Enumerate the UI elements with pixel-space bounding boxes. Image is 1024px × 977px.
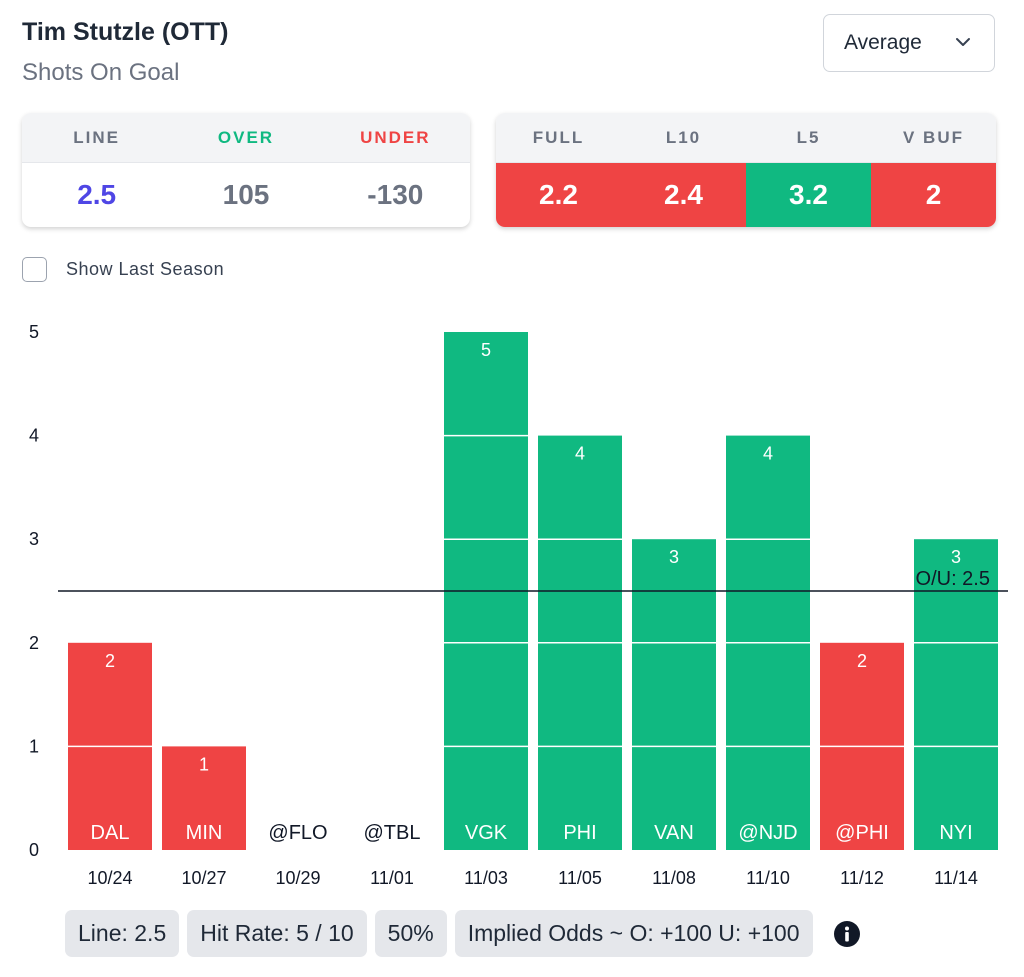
summary-footer: Line: 2.5 Hit Rate: 5 / 10 50% Implied O… <box>65 910 861 957</box>
l10-header: L10 <box>665 127 702 147</box>
dropdown-value: Average <box>844 31 922 54</box>
vs-opponent-average-value: 2 <box>871 163 996 227</box>
line-header: LINE <box>73 127 121 147</box>
over-header: OVER <box>217 127 275 147</box>
stat-name: Shots On Goal <box>22 59 180 86</box>
x-tick-label: 11/03 <box>464 868 508 888</box>
opponent-label: @NJD <box>738 822 797 844</box>
x-tick-label: 11/10 <box>746 868 790 888</box>
x-tick-label: 11/14 <box>934 868 978 888</box>
opponent-label: VAN <box>654 822 694 844</box>
x-tick-label: 11/05 <box>558 868 602 888</box>
full-average-value: 2.2 <box>496 163 621 227</box>
bar-value-label: 3 <box>951 547 961 567</box>
bar-value-label: 2 <box>105 651 115 671</box>
x-tick-label: 11/01 <box>370 868 414 888</box>
chevron-down-icon <box>956 38 970 46</box>
info-icon[interactable] <box>833 920 861 948</box>
bar-value-label: 5 <box>481 340 491 360</box>
x-tick-label: 10/27 <box>181 868 226 888</box>
y-tick-label: 2 <box>29 633 39 653</box>
l5-header: L5 <box>796 127 821 147</box>
show-last-season-toggle[interactable]: Show Last Season <box>22 257 224 282</box>
hit-percent-pill: 50% <box>374 910 447 957</box>
x-tick-label: 10/24 <box>87 868 132 888</box>
opponent-label: PHI <box>563 822 596 844</box>
shots-bar-chart: 0 1 2 3 4 5 2 DAL 10/24 1 MIN 10/27 @FLO 10/29 @TBL 11/… <box>29 322 1008 888</box>
full-header: FULL <box>532 127 585 147</box>
hit-rate-pill: Hit Rate: 5 / 10 <box>187 910 367 957</box>
bar[interactable] <box>632 539 716 850</box>
bar-value-label: 2 <box>857 651 867 671</box>
y-tick-label: 5 <box>29 322 39 342</box>
bar-value-label: 1 <box>199 754 209 774</box>
under-value: -130 <box>367 179 424 210</box>
l10-average-value: 2.4 <box>621 163 746 227</box>
l5-average-value: 3.2 <box>746 163 871 227</box>
toggle-label: Show Last Season <box>66 259 225 279</box>
x-tick-label: 11/12 <box>840 868 884 888</box>
opponent-label: NYI <box>939 822 972 844</box>
checkbox[interactable] <box>22 257 47 282</box>
under-header: UNDER <box>360 127 431 147</box>
opponent-label: @PHI <box>835 822 889 844</box>
y-tick-label: 0 <box>29 840 39 860</box>
averages-card: FULL L10 L5 V BUF 2.2 2.4 3.2 2 <box>496 113 996 227</box>
x-tick-label: 11/08 <box>652 868 696 888</box>
implied-odds-pill: Implied Odds ~ O: +100 U: +100 <box>454 910 813 957</box>
opponent-label: VGK <box>465 822 508 844</box>
vs-opponent-header: V BUF <box>903 127 964 147</box>
odds-card: LINE OVER UNDER 2.5 105 -130 <box>22 113 470 227</box>
y-tick-label: 4 <box>29 426 39 446</box>
line-pill: Line: 2.5 <box>65 910 180 957</box>
average-dropdown[interactable]: Average <box>823 14 995 72</box>
player-name: Tim Stutzle (OTT) <box>22 18 229 46</box>
y-tick-label: 1 <box>29 736 39 756</box>
line-value: 2.5 <box>77 179 117 210</box>
bar-value-label: 4 <box>575 444 585 464</box>
over-value: 105 <box>222 179 270 210</box>
opponent-label: MIN <box>186 822 223 844</box>
over-under-label: O/U: 2.5 <box>916 568 990 590</box>
opponent-label: @FLO <box>268 822 327 844</box>
y-tick-label: 3 <box>29 529 39 549</box>
opponent-label: DAL <box>91 822 130 844</box>
bar[interactable] <box>162 746 246 850</box>
opponent-label: @TBL <box>364 822 421 844</box>
x-tick-label: 10/29 <box>275 868 320 888</box>
bar-value-label: 4 <box>763 444 773 464</box>
bar-value-label: 3 <box>669 547 679 567</box>
